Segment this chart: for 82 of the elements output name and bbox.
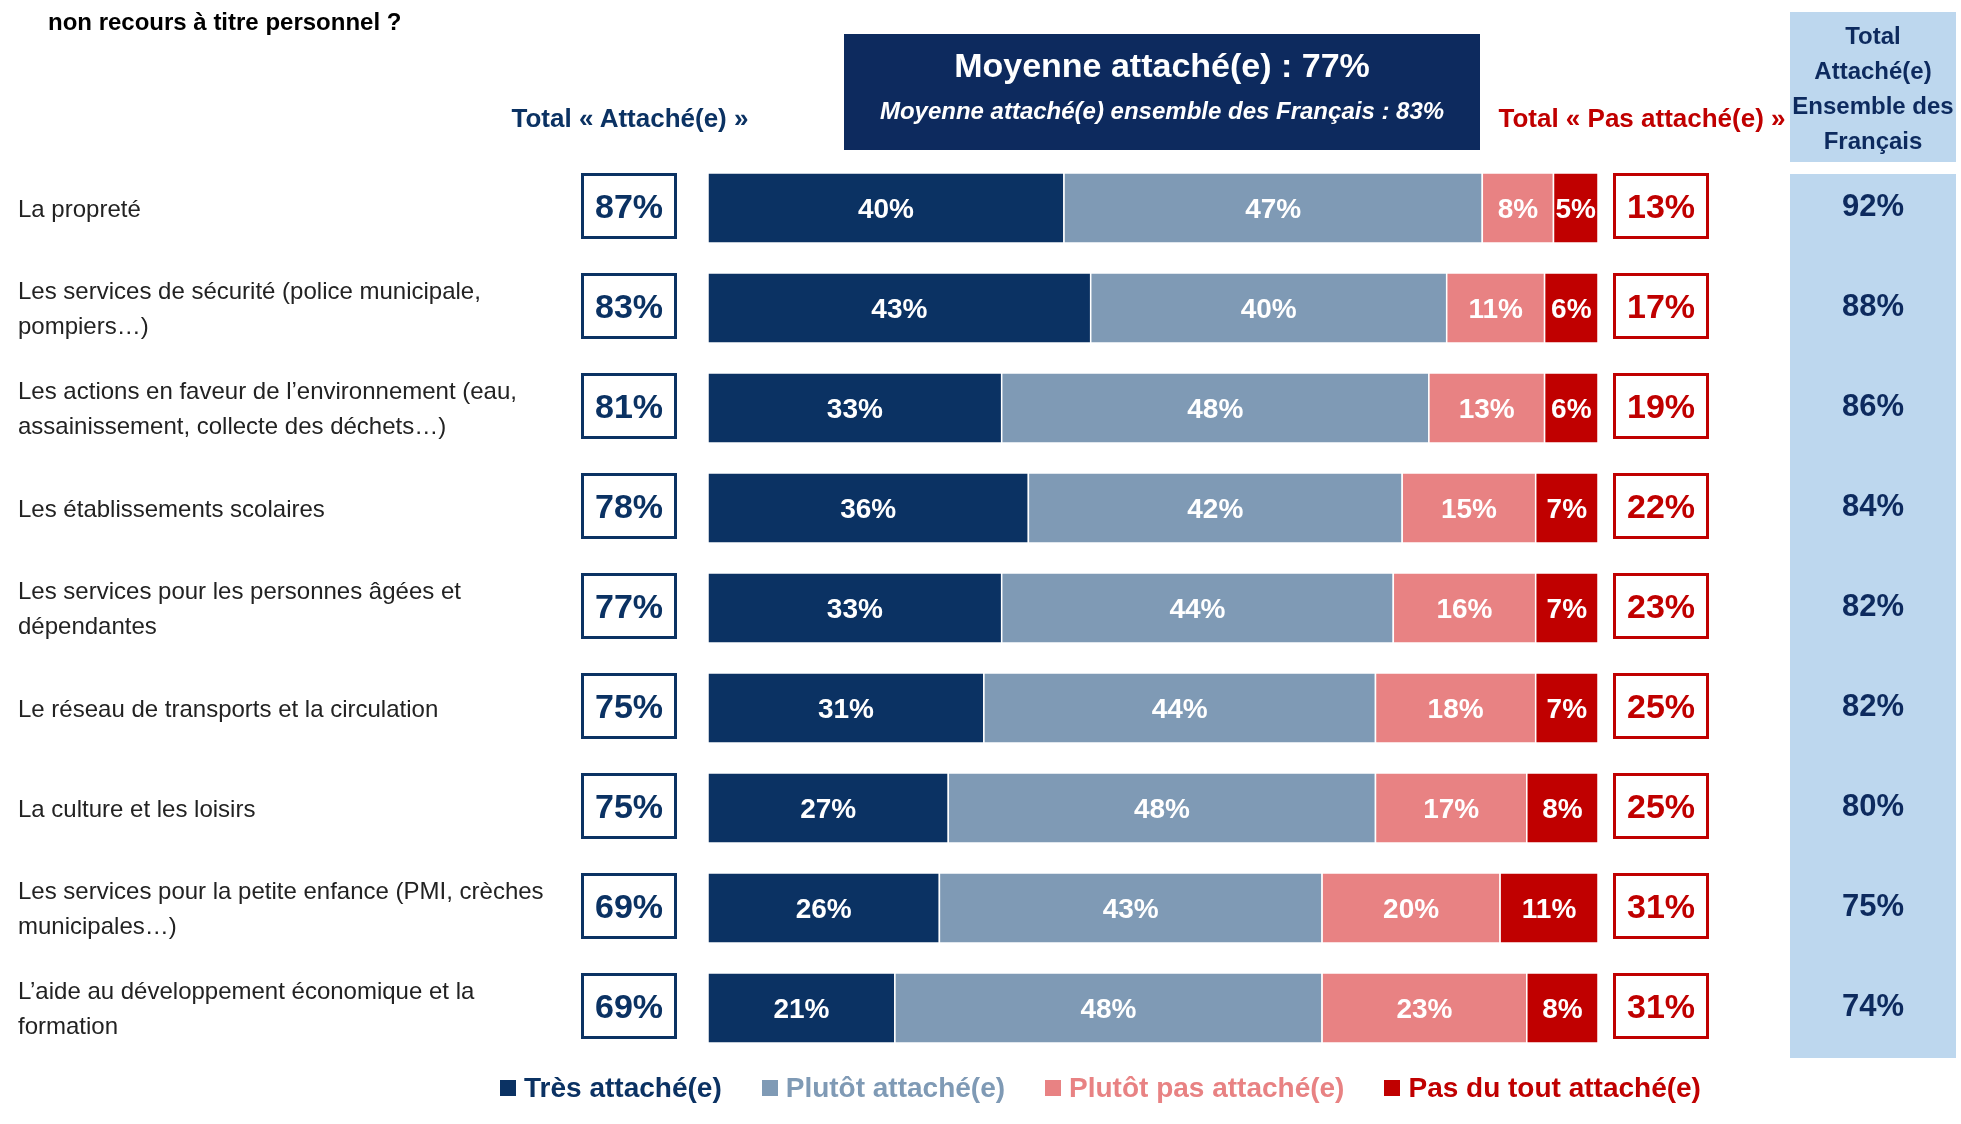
text: 74% (1840, 988, 1905, 1024)
data-label: 7% (1546, 493, 1588, 524)
text: Total Attaché(e) Ensemble des Français (1791, 21, 1955, 156)
data-label: 16% (1436, 593, 1493, 624)
data-label: 42% (1187, 493, 1244, 524)
data-label: 7% (1546, 693, 1588, 724)
text: 82% (1840, 688, 1905, 724)
data-label: 48% (1080, 993, 1137, 1024)
data-label: 27% (800, 793, 857, 824)
text: 83% (581, 273, 677, 339)
data-label: 33% (826, 593, 883, 624)
data-label: 8% (1542, 793, 1583, 824)
y-tick-label: Les services pour les personnes âgées et dépendantes (18, 576, 462, 641)
data-label: 40% (857, 193, 915, 224)
text: 22% (1613, 473, 1709, 539)
data-label: 13% (1458, 393, 1515, 424)
text: 31% (1613, 873, 1709, 939)
data-label: 40% (1240, 293, 1297, 324)
text: 77% (581, 573, 677, 639)
y-tick-label: L’aide au développement économique et la formation (18, 976, 476, 1041)
data-label: 18% (1427, 693, 1484, 724)
legend-label: Très attaché(e) (523, 1072, 722, 1104)
text: 69% (581, 873, 677, 939)
data-label: 8% (1542, 993, 1583, 1024)
data-label: 31% (817, 693, 875, 724)
text: Moyenne attaché(e) ensemble des Français : 83% (878, 97, 1446, 125)
data-label: 43% (1102, 893, 1159, 924)
text: 25% (1613, 673, 1709, 739)
y-tick-label: La culture et les loisirs (18, 793, 256, 824)
text: 84% (1840, 488, 1905, 524)
text: Total « Pas attaché(e) » (1498, 103, 1786, 134)
data-label: 17% (1423, 793, 1480, 824)
data-label: 6% (1551, 393, 1592, 424)
y-tick-label: La propreté (18, 193, 141, 224)
text: 75% (581, 673, 677, 739)
text: 75% (581, 773, 677, 839)
data-label: 20% (1383, 893, 1440, 924)
data-label: 5% (1555, 193, 1597, 224)
legend-label: Plutôt attaché(e) (784, 1072, 1006, 1104)
text: 19% (1613, 373, 1709, 439)
text: 75% (1840, 888, 1905, 924)
data-label: 36% (840, 493, 897, 524)
text: 13% (1613, 173, 1709, 239)
data-label: 44% (1169, 593, 1226, 624)
data-label: 23% (1396, 993, 1453, 1024)
data-label: 43% (871, 293, 928, 324)
data-label: 21% (773, 993, 830, 1024)
data-label: 48% (1187, 393, 1244, 424)
text: 23% (1613, 573, 1709, 639)
text: 25% (1613, 773, 1709, 839)
data-label: 6% (1551, 293, 1592, 324)
data-label: 7% (1546, 593, 1588, 624)
text: 78% (581, 473, 677, 539)
text: Moyenne attaché(e) : 77% (953, 46, 1371, 85)
text: 31% (1613, 973, 1709, 1039)
data-label: 33% (826, 393, 883, 424)
text: 69% (581, 973, 677, 1039)
data-label: 15% (1440, 493, 1498, 524)
y-tick-label: Les établissements scolaires (18, 493, 325, 524)
data-label: 11% (1468, 293, 1523, 324)
text: 87% (581, 173, 677, 239)
legend-label: Pas du tout attaché(e) (1407, 1072, 1701, 1104)
y-tick-label: Le réseau de transports et la circulation (18, 693, 439, 724)
legend-label: Plutôt pas attaché(e) (1068, 1072, 1345, 1104)
y-tick-label: Les services de sécurité (police municipale, pompiers…) (18, 276, 482, 341)
text: 17% (1613, 273, 1709, 339)
y-tick-label: Les services pour la petite enfance (PMI, crèches municipales…) (18, 876, 545, 941)
data-label: 44% (1151, 693, 1208, 724)
text: Total « Attaché(e) » (510, 103, 750, 134)
text: 82% (1840, 588, 1905, 624)
text: non recours à titre personnel ? (48, 8, 402, 36)
text: 88% (1840, 288, 1905, 324)
y-tick-label: Les actions en faveur de l’environnement (eau, assainissement, collecte des déchets…) (18, 376, 518, 441)
data-label: 48% (1133, 793, 1191, 824)
text: 86% (1840, 388, 1905, 424)
text: 92% (1840, 188, 1905, 224)
data-label: 26% (795, 893, 852, 924)
text: 81% (581, 373, 677, 439)
data-label: 8% (1497, 193, 1539, 224)
data-label: 47% (1245, 193, 1302, 224)
text: 80% (1840, 788, 1905, 824)
data-label: 11% (1521, 893, 1577, 924)
